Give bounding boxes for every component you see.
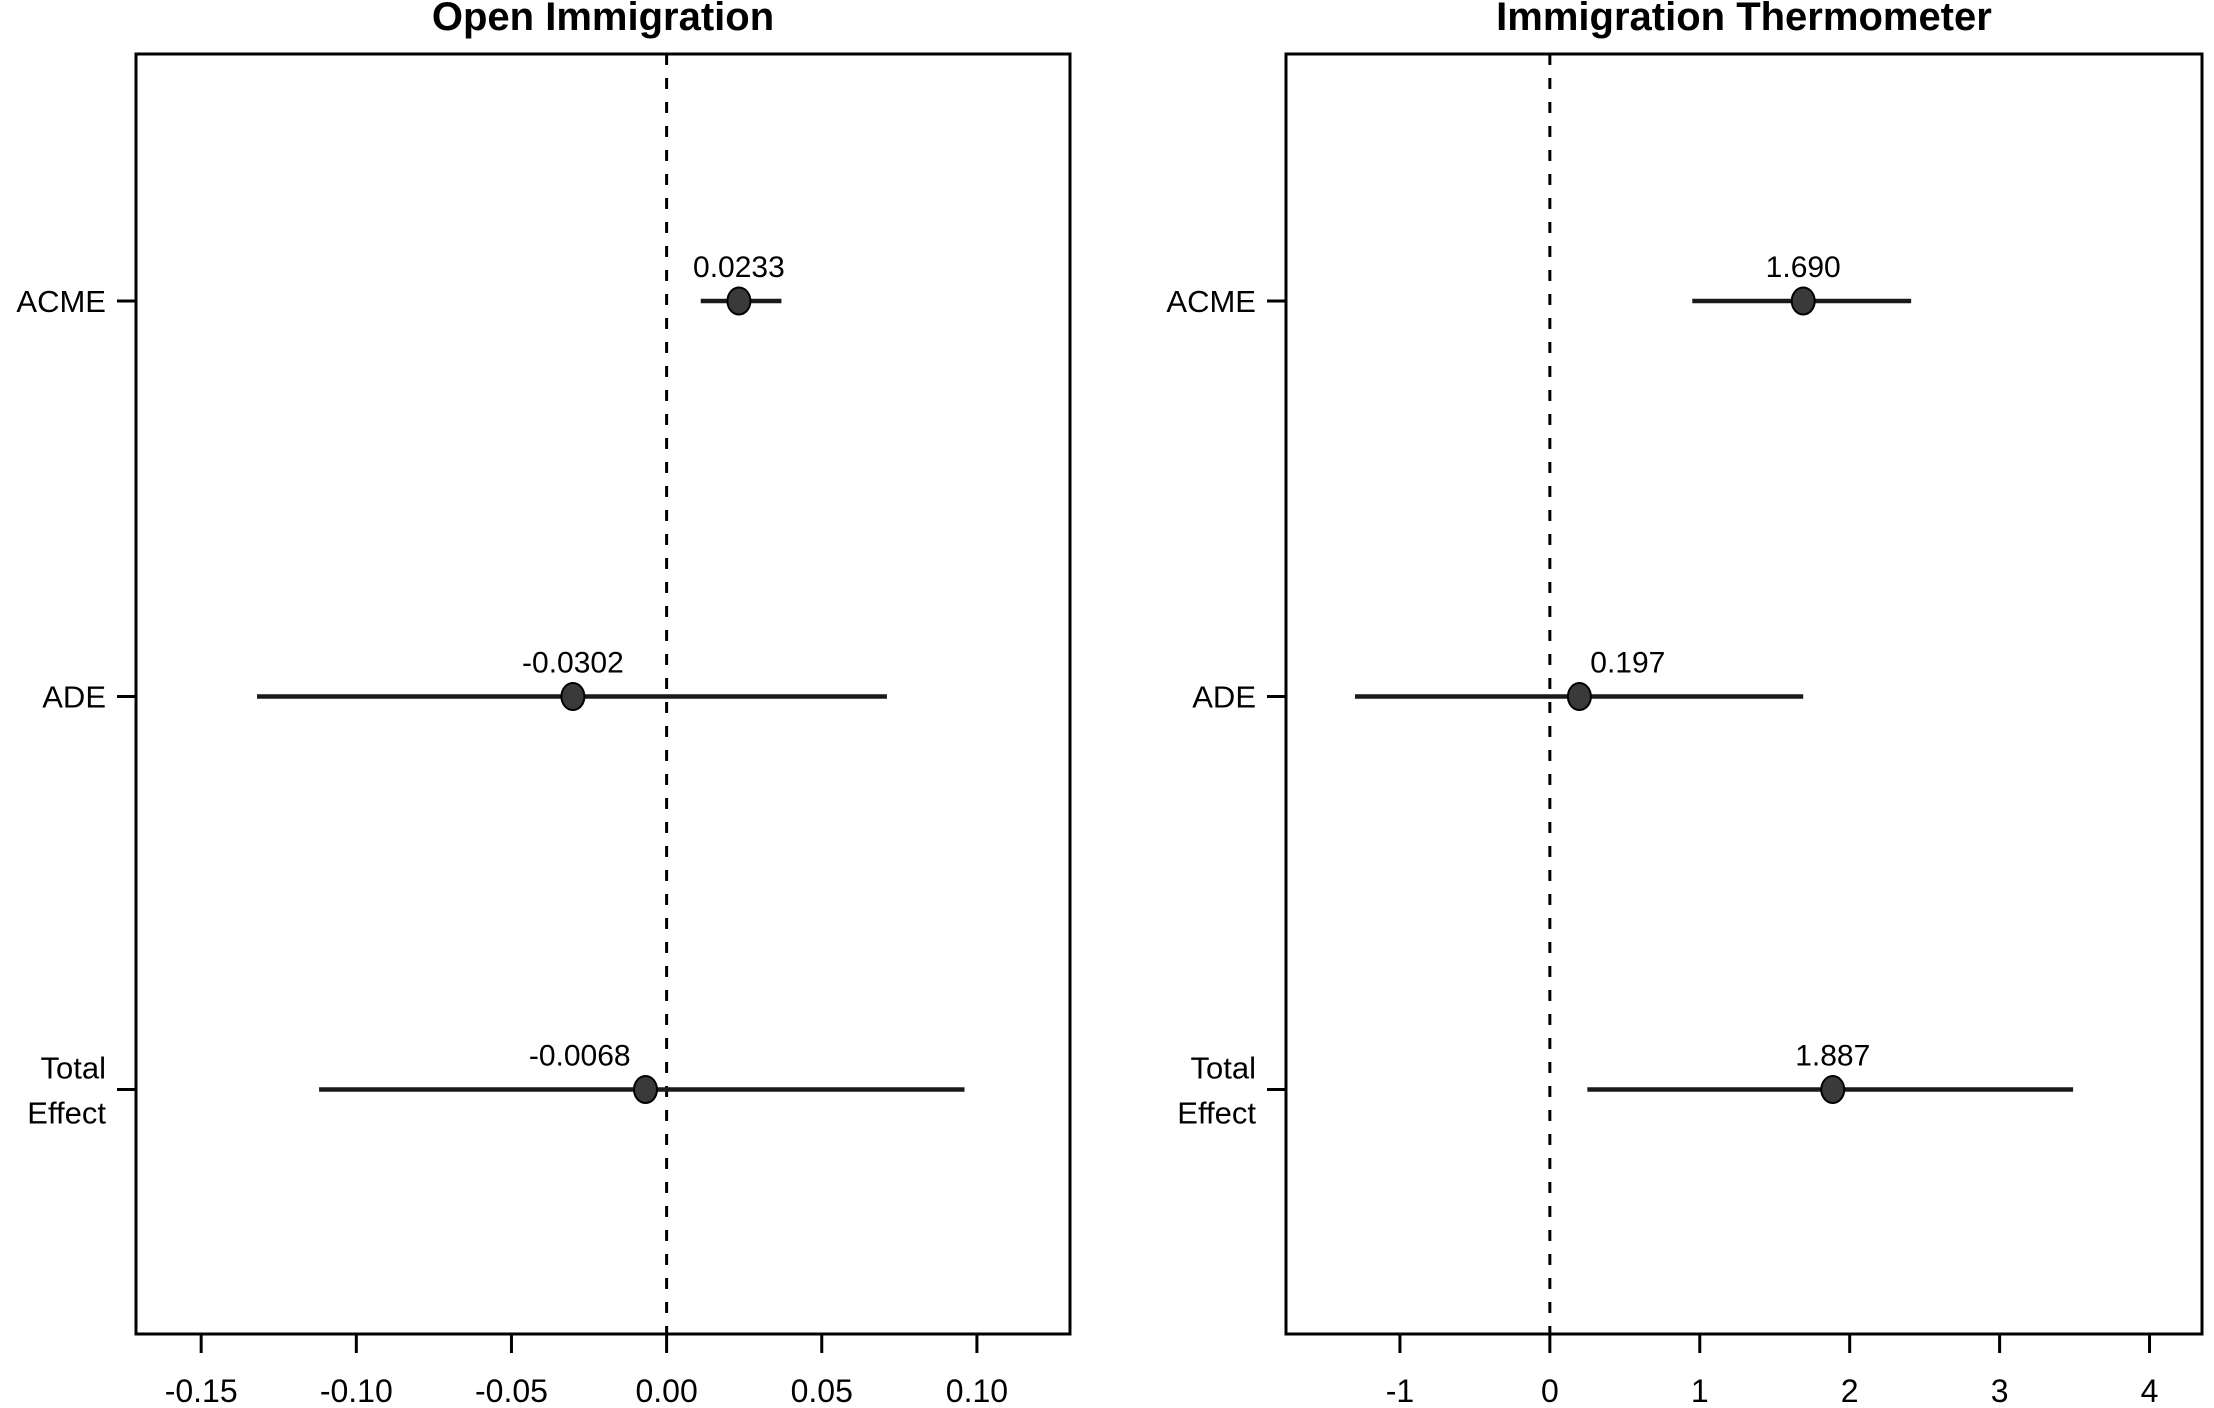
x-tick-label: -0.10 <box>320 1373 393 1408</box>
x-tick-label: 0 <box>1541 1373 1559 1408</box>
x-tick-label: 0.05 <box>791 1373 853 1408</box>
estimate-label: 0.0233 <box>693 251 785 284</box>
panel-title: Immigration Thermometer <box>1496 0 1992 39</box>
x-tick-label: 1 <box>1691 1373 1709 1408</box>
point-estimate <box>726 286 752 316</box>
point-estimate <box>1820 1075 1846 1105</box>
x-tick-label: 2 <box>1841 1373 1859 1408</box>
x-tick-label: -1 <box>1386 1373 1414 1408</box>
point-estimate <box>1566 682 1592 712</box>
panel-immigration-thermometer: Immigration Thermometer -1 0 1 2 3 4 ACME 1.690 A… <box>1166 0 2204 1408</box>
row-label: ACME <box>1166 284 1256 319</box>
estimate-label: -0.0302 <box>522 647 624 680</box>
x-tick-label: 3 <box>1991 1373 2009 1408</box>
row-label: Total Effect <box>27 1051 106 1131</box>
x-tick-label: 4 <box>2141 1373 2159 1408</box>
x-tick-label: -0.15 <box>165 1373 238 1408</box>
x-tick-label: -0.05 <box>475 1373 548 1408</box>
x-tick-label: 0.10 <box>946 1373 1008 1408</box>
row-label: ADE <box>42 680 106 715</box>
row-label: ACME <box>16 284 106 319</box>
plot-box <box>1284 52 2204 1336</box>
plot-box <box>134 52 1072 1336</box>
point-estimate <box>560 682 586 712</box>
estimate-label: 1.690 <box>1766 251 1841 284</box>
row-label: ADE <box>1192 680 1256 715</box>
point-estimate <box>1790 286 1816 316</box>
point-estimate <box>633 1075 659 1105</box>
estimate-label: 1.887 <box>1795 1040 1870 1073</box>
panel-title: Open Immigration <box>432 0 774 39</box>
estimate-label: 0.197 <box>1590 647 1665 680</box>
panel-open-immigration: Open Immigration -0.15 -0.10 -0.05 0.00 0.05 0… <box>16 0 1072 1408</box>
estimate-label: -0.0068 <box>529 1040 631 1073</box>
x-tick-label: 0.00 <box>635 1373 697 1408</box>
row-label: Total Effect <box>1177 1051 1256 1131</box>
